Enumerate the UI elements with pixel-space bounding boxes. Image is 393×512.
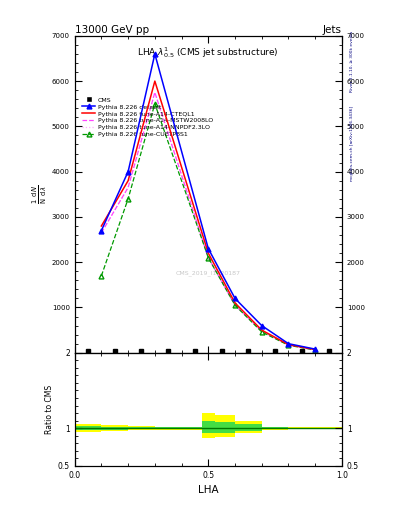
Text: LHA $\lambda^{1}_{0.5}$ (CMS jet substructure): LHA $\lambda^{1}_{0.5}$ (CMS jet substru… [138, 46, 279, 60]
Text: mcplots.cern.ch [arXiv:1306.3436]: mcplots.cern.ch [arXiv:1306.3436] [350, 106, 354, 181]
Text: Rivet 3.1.10, ≥ 300k events: Rivet 3.1.10, ≥ 300k events [350, 31, 354, 92]
Y-axis label: Ratio to CMS: Ratio to CMS [44, 385, 53, 434]
Legend: CMS, Pythia 8.226 default, Pythia 8.226 tune-A14-CTEQL1, Pythia 8.226 tune-A14-M: CMS, Pythia 8.226 default, Pythia 8.226 … [81, 96, 215, 139]
Text: 13000 GeV pp: 13000 GeV pp [75, 25, 149, 35]
Text: Jets: Jets [323, 25, 342, 35]
Y-axis label: $\frac{1}{\mathrm{N}}\,\frac{\mathrm{d}N}{\mathrm{d}\lambda}$: $\frac{1}{\mathrm{N}}\,\frac{\mathrm{d}N… [31, 185, 49, 204]
X-axis label: LHA: LHA [198, 485, 219, 495]
Text: CMS_2019_I1920187: CMS_2019_I1920187 [176, 271, 241, 276]
